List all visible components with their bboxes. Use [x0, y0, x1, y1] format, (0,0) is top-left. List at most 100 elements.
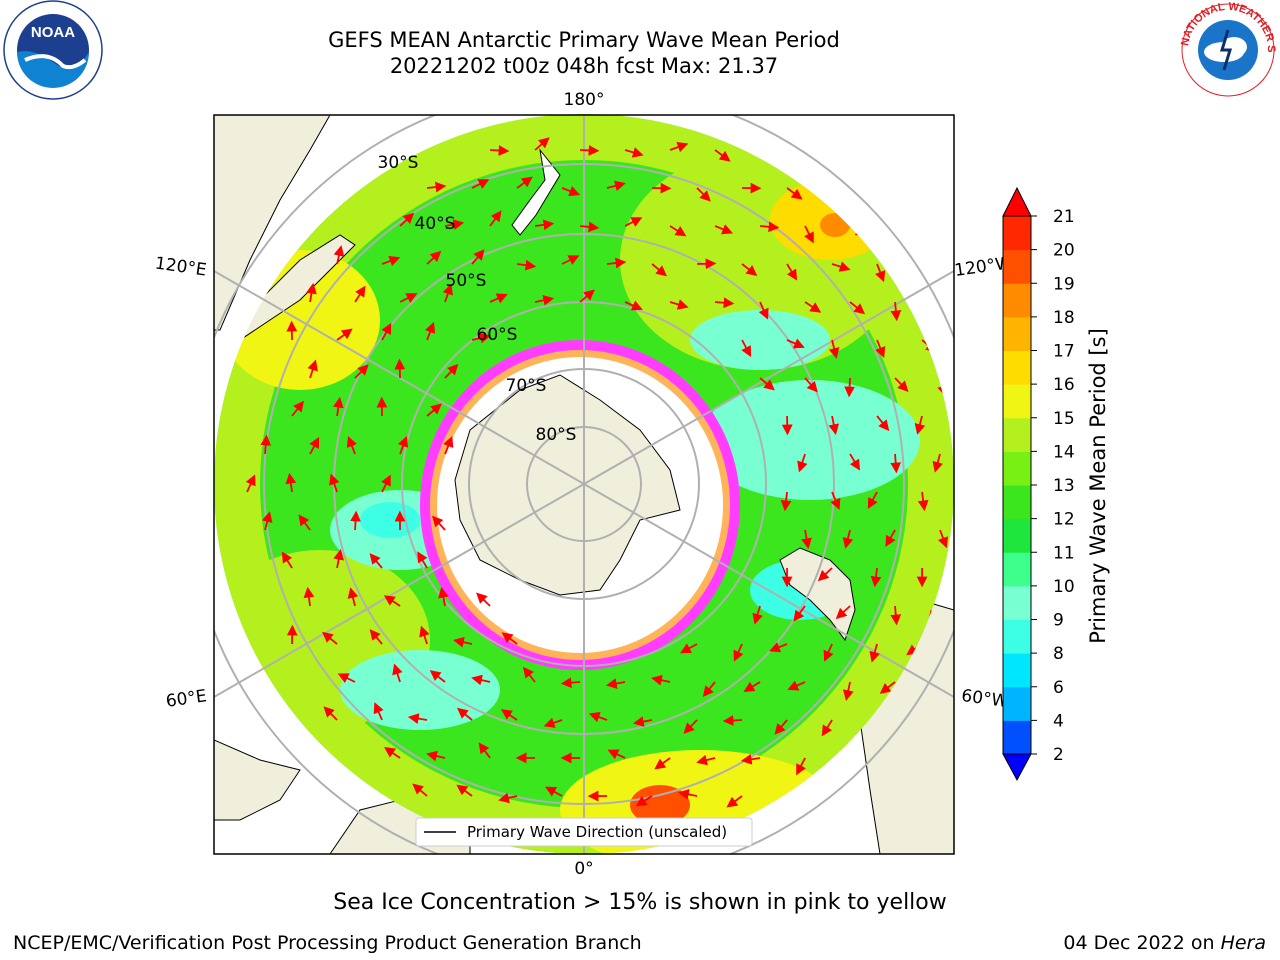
meridian-label-bottom: 0° — [574, 859, 593, 879]
wave-arrow — [438, 586, 449, 607]
wave-arrow — [828, 339, 840, 359]
wave-arrow — [607, 749, 626, 760]
map-frame — [213, 114, 955, 855]
colorbar-tick-label: 9 — [1053, 611, 1064, 631]
wave-arrow — [696, 187, 711, 202]
wave-arrow — [679, 643, 698, 654]
wave-arrow — [869, 643, 880, 663]
wave-arrow — [842, 529, 854, 549]
wave-arrow — [332, 396, 344, 417]
wave-arrow — [561, 255, 580, 265]
wave-arrow — [369, 553, 383, 569]
colorbar-tick-label: 16 — [1053, 375, 1075, 395]
wave-arrow — [624, 217, 643, 227]
wave-arrow — [291, 400, 304, 417]
wave-arrow — [426, 403, 442, 417]
wave-arrow — [677, 789, 698, 800]
map-legend: Primary Wave Direction (unscaled) — [415, 817, 753, 847]
wave-arrow — [606, 257, 627, 269]
wave-arrow — [759, 377, 775, 391]
wave-arrow — [758, 301, 769, 320]
wave-arrow — [890, 605, 902, 626]
wave-arrow — [835, 605, 851, 620]
wave-arrow — [632, 716, 653, 727]
colorbar-extend-max — [1002, 186, 1032, 217]
wave-arrow — [384, 747, 401, 759]
wave-arrow — [752, 605, 763, 625]
nws-logo: NATIONAL WEATHER SERVICE — [1178, 0, 1277, 99]
wave-arrow — [696, 754, 716, 766]
graticule — [214, 115, 954, 854]
wave-arrow — [793, 605, 806, 622]
wave-arrow — [399, 293, 418, 303]
wave-arrow — [560, 677, 581, 689]
wave-arrow — [830, 491, 841, 510]
wave-arrow — [669, 142, 689, 153]
wave-arrow — [298, 514, 311, 531]
wave-arrow — [303, 586, 315, 607]
colorbar-tick-label: 8 — [1053, 644, 1064, 664]
wave-arrow — [669, 299, 689, 310]
wave-arrow — [369, 629, 383, 645]
wave-arrow — [442, 283, 453, 303]
wave-arrow — [397, 435, 409, 455]
colorbar-tick-label: 10 — [1053, 577, 1075, 597]
parallel-label-50s: 50°S — [446, 271, 487, 291]
noaa-logo: NOAA — [3, 0, 103, 100]
colorbar-segment — [1003, 653, 1031, 688]
colorbar-segment — [1003, 552, 1031, 587]
colorbar-tick-label: 12 — [1053, 510, 1075, 530]
wave-arrow — [478, 742, 491, 759]
wave-arrow — [894, 377, 909, 392]
wave-arrow — [545, 786, 563, 797]
wave-arrow — [821, 719, 833, 737]
wave-arrow — [714, 297, 735, 309]
wave-arrow — [516, 176, 533, 189]
wave-arrow — [714, 149, 731, 162]
wave-arrow — [714, 224, 734, 235]
colorbar-tick-label: 11 — [1053, 543, 1075, 563]
colorbar-tick-label: 17 — [1053, 342, 1075, 362]
wave-arrow — [426, 250, 442, 265]
host-name: Hera — [1220, 932, 1266, 954]
wave-arrow — [543, 717, 563, 728]
wave-arrow — [774, 719, 788, 735]
wave-arrow — [407, 713, 428, 724]
wave-arrow — [804, 377, 818, 393]
colorbar-segment — [1003, 417, 1031, 452]
colorbar-segment — [1003, 216, 1031, 251]
meridian-label-left-lower: 60°E — [165, 686, 208, 711]
colorbar-tick-label: 19 — [1053, 274, 1075, 294]
wave-arrow — [817, 567, 833, 582]
wave-arrow — [471, 249, 485, 265]
wave-arrow — [426, 181, 447, 193]
colorbar-tick-label: 2 — [1053, 745, 1064, 765]
parallel-label-40s: 40°S — [415, 214, 456, 234]
wave-arrow — [444, 363, 459, 379]
wave-arrow — [456, 784, 473, 797]
wave-arrow — [786, 338, 805, 349]
colorbar-segment — [1003, 350, 1031, 385]
wave-arrow — [429, 670, 446, 683]
svg-text:NOAA: NOAA — [31, 24, 75, 41]
colorbar-segment — [1003, 720, 1031, 755]
wave-arrow — [425, 321, 436, 341]
colorbar-segment — [1003, 619, 1031, 654]
colorbar-label: Primary Wave Mean Period [s] — [1086, 328, 1110, 644]
wave-arrow — [471, 674, 491, 686]
wave-arrow — [804, 225, 814, 244]
wave-arrow — [588, 712, 608, 723]
wave-arrow — [651, 674, 671, 686]
wave-arrow — [444, 219, 465, 230]
wave-arrow — [350, 510, 361, 531]
wave-arrow — [759, 221, 780, 233]
colorbar-tick-label: 21 — [1053, 207, 1075, 227]
wave-arrow — [347, 587, 359, 607]
date-line: 04 Dec 2022 on Hera — [1063, 932, 1266, 954]
wave-arrow — [337, 673, 356, 684]
wave-arrow — [306, 282, 317, 303]
wave-arrow — [842, 681, 854, 701]
wave-arrow — [245, 474, 256, 493]
wave-arrow — [419, 625, 430, 645]
wave-arrow — [373, 702, 384, 721]
